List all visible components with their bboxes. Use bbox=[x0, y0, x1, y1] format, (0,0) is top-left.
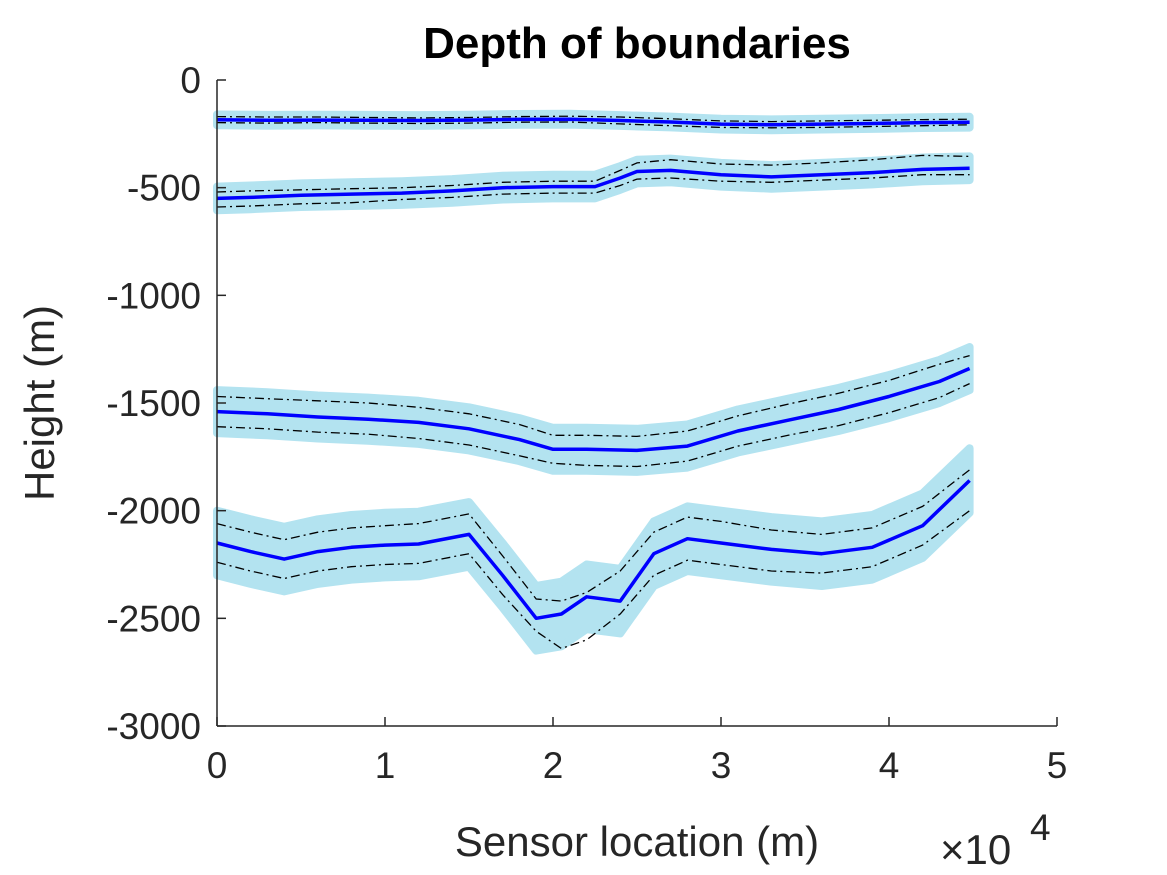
upper-bound-line-3 bbox=[216, 354, 970, 438]
upper-bound-line-4 bbox=[216, 469, 970, 602]
band-4 bbox=[213, 444, 974, 655]
upper-bound-line-1 bbox=[216, 115, 970, 123]
y-axis-label: Height (m) bbox=[16, 305, 63, 501]
x-multiplier-exponent: 4 bbox=[1030, 807, 1051, 848]
lower-bound-line-4 bbox=[216, 510, 970, 650]
y-tick-label: 0 bbox=[180, 60, 201, 101]
lower-bound-line-2 bbox=[216, 174, 970, 208]
x-tick-label: 4 bbox=[879, 745, 900, 786]
lower-bound-line-3 bbox=[216, 383, 970, 468]
mean-line-3 bbox=[216, 366, 971, 453]
band-3 bbox=[213, 343, 974, 476]
x-tick-label: 3 bbox=[711, 745, 732, 786]
chart-title: Depth of boundaries bbox=[423, 19, 851, 68]
plot-area bbox=[213, 109, 974, 655]
bound-lines bbox=[216, 115, 970, 650]
y-tick-label: -1500 bbox=[106, 383, 201, 424]
uncertainty-bands bbox=[213, 109, 974, 655]
y-tick-label: -500 bbox=[127, 168, 201, 209]
band-2 bbox=[213, 152, 974, 215]
mean-line-4 bbox=[216, 479, 971, 621]
mean-lines bbox=[216, 117, 971, 621]
y-ticks: 0 -500 -1000 -1500 -2000 -2500 -3000 bbox=[106, 60, 226, 747]
mean-line-1 bbox=[216, 117, 970, 127]
y-tick-label: -1000 bbox=[106, 275, 201, 316]
y-tick-label: -2000 bbox=[106, 491, 201, 532]
x-exponent: ×10 4 bbox=[940, 807, 1051, 873]
mean-line-2 bbox=[216, 166, 970, 201]
x-tick-label: 2 bbox=[543, 745, 564, 786]
x-multiplier-base: ×10 bbox=[940, 826, 1011, 873]
y-tick-label: -2500 bbox=[106, 598, 201, 639]
lower-bound-line-1 bbox=[216, 121, 970, 129]
x-tick-label: 0 bbox=[207, 745, 228, 786]
x-tick-label: 5 bbox=[1047, 745, 1068, 786]
x-tick-label: 1 bbox=[375, 745, 396, 786]
x-ticks: 0 1 2 3 4 5 bbox=[207, 717, 1068, 786]
axes: 0 1 2 3 4 5 0 -500 -1000 -1500 -2000 -2500 -3000 bbox=[106, 60, 1067, 786]
x-axis-label: Sensor location (m) bbox=[455, 818, 819, 865]
y-tick-label: -3000 bbox=[106, 706, 201, 747]
